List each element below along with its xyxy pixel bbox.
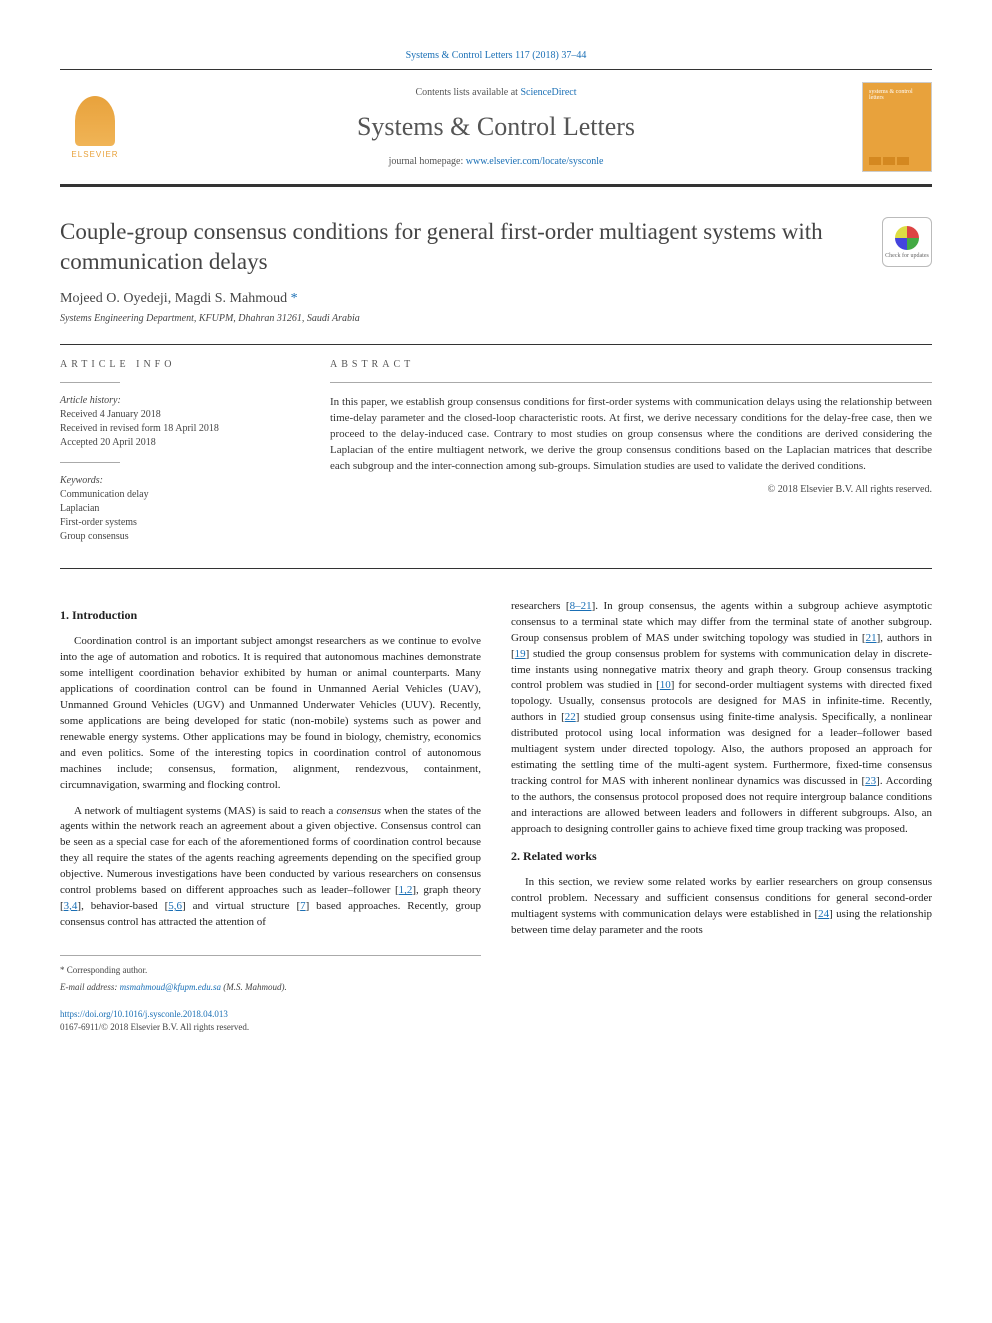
citation-link[interactable]: 19 <box>515 648 526 660</box>
keyword: Laplacian <box>60 502 290 516</box>
page-root: Systems & Control Letters 117 (2018) 37–… <box>0 0 992 1084</box>
intro-paragraph-1: Coordination control is an important sub… <box>60 634 481 793</box>
accepted-date: Accepted 20 April 2018 <box>60 436 290 450</box>
citation-link[interactable]: 1,2 <box>399 884 413 896</box>
citation-link[interactable]: 8–21 <box>570 600 592 612</box>
doi-block: https://doi.org/10.1016/j.sysconle.2018.… <box>60 1008 481 1034</box>
abstract-copyright: © 2018 Elsevier B.V. All rights reserved… <box>330 484 932 495</box>
email-label: E-mail address: <box>60 982 117 992</box>
citation-link[interactable]: 5,6 <box>168 900 182 912</box>
elsevier-label: ELSEVIER <box>71 150 118 159</box>
contents-prefix: Contents lists available at <box>415 87 520 98</box>
citation-link[interactable]: 23 <box>865 775 876 787</box>
keywords-label: Keywords: <box>60 475 290 486</box>
citation-link[interactable]: 3,4 <box>64 900 78 912</box>
authors-line: Mojeed O. Oyedeji, Magdi S. Mahmoud * <box>60 291 862 307</box>
cover-decorations <box>869 157 925 165</box>
keyword: Communication delay <box>60 488 290 502</box>
intro-paragraph-2: A network of multiagent systems (MAS) is… <box>60 804 481 932</box>
article-info-heading: ARTICLE INFO <box>60 359 290 370</box>
elsevier-tree-icon <box>75 96 115 146</box>
crossmark-icon <box>895 226 919 250</box>
related-paragraph-1: In this section, we review some related … <box>511 875 932 939</box>
sciencedirect-link[interactable]: ScienceDirect <box>520 87 576 98</box>
info-abstract-row: ARTICLE INFO Article history: Received 4… <box>60 359 932 544</box>
revised-date: Received in revised form 18 April 2018 <box>60 422 290 436</box>
info-divider <box>60 382 120 383</box>
abstract-heading: ABSTRACT <box>330 359 932 370</box>
citation-link[interactable]: 22 <box>565 711 576 723</box>
article-info-column: ARTICLE INFO Article history: Received 4… <box>60 359 290 544</box>
keyword: First-order systems <box>60 516 290 530</box>
journal-name: Systems & Control Letters <box>130 112 862 142</box>
citation-link[interactable]: 24 <box>818 908 829 920</box>
corresponding-author-note: * Corresponding author. <box>60 964 481 977</box>
body-divider <box>60 568 932 569</box>
footer-block: * Corresponding author. E-mail address: … <box>60 955 481 994</box>
homepage-line: journal homepage: www.elsevier.com/locat… <box>130 156 862 167</box>
elsevier-logo: ELSEVIER <box>60 87 130 167</box>
email-link[interactable]: msmahmoud@kfupm.edu.sa <box>120 982 221 992</box>
title-section: Couple-group consensus conditions for ge… <box>60 217 932 324</box>
email-line: E-mail address: msmahmoud@kfupm.edu.sa (… <box>60 981 481 994</box>
right-column: researchers [8–21]. In group consensus, … <box>511 599 932 1034</box>
homepage-prefix: journal homepage: <box>389 156 466 167</box>
abstract-column: ABSTRACT In this paper, we establish gro… <box>330 359 932 544</box>
article-history-label: Article history: <box>60 395 290 406</box>
issn-copyright-line: 0167-6911/© 2018 Elsevier B.V. All right… <box>60 1021 481 1034</box>
header-center: Contents lists available at ScienceDirec… <box>130 87 862 167</box>
divider <box>60 344 932 345</box>
journal-cover-thumbnail: systems & control letters <box>862 82 932 172</box>
contents-lists-line: Contents lists available at ScienceDirec… <box>130 87 862 98</box>
citation-link[interactable]: 21 <box>866 632 877 644</box>
check-updates-label: Check for updates <box>885 253 929 259</box>
section-heading-intro: 1. Introduction <box>60 607 481 624</box>
affiliation: Systems Engineering Department, KFUPM, D… <box>60 313 862 324</box>
paper-title: Couple-group consensus conditions for ge… <box>60 217 862 277</box>
received-date: Received 4 January 2018 <box>60 408 290 422</box>
abstract-divider <box>330 382 932 383</box>
author-names: Mojeed O. Oyedeji, Magdi S. Mahmoud <box>60 291 287 306</box>
doi-link[interactable]: https://doi.org/10.1016/j.sysconle.2018.… <box>60 1009 228 1019</box>
section-heading-related: 2. Related works <box>511 848 932 865</box>
intro-continuation: researchers [8–21]. In group consensus, … <box>511 599 932 838</box>
email-author-name: (M.S. Mahmoud). <box>221 982 287 992</box>
journal-header: ELSEVIER Contents lists available at Sci… <box>60 69 932 187</box>
homepage-link[interactable]: www.elsevier.com/locate/sysconle <box>466 156 604 167</box>
abstract-text: In this paper, we establish group consen… <box>330 395 932 475</box>
corresponding-marker: * <box>287 291 298 306</box>
citation-link[interactable]: 10 <box>660 679 671 691</box>
journal-reference: Systems & Control Letters 117 (2018) 37–… <box>60 50 932 61</box>
body-columns: 1. Introduction Coordination control is … <box>60 599 932 1034</box>
left-column: 1. Introduction Coordination control is … <box>60 599 481 1034</box>
info-divider <box>60 462 120 463</box>
keyword: Group consensus <box>60 530 290 544</box>
check-updates-badge[interactable]: Check for updates <box>882 217 932 267</box>
cover-title: systems & control letters <box>869 89 925 101</box>
